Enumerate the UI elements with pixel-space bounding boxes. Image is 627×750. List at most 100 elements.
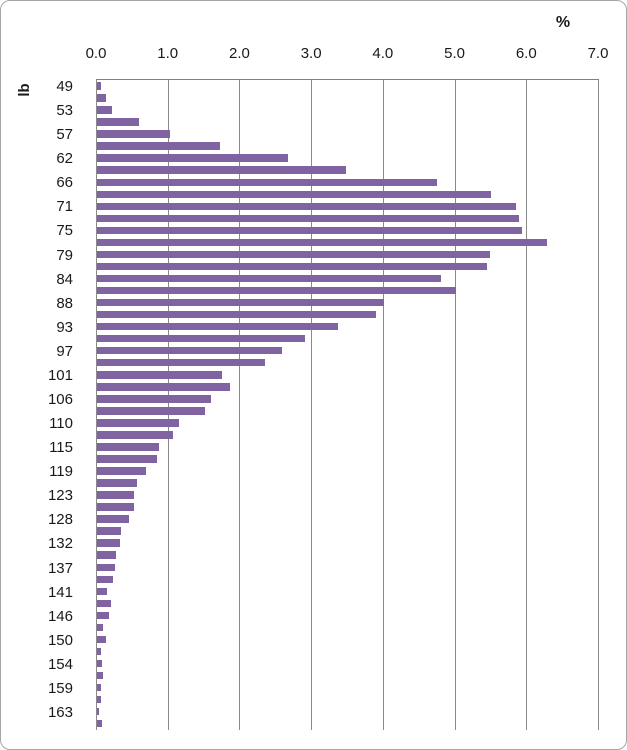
bar-row [97, 477, 599, 489]
bar [97, 515, 129, 523]
bar [97, 479, 138, 487]
bar-row [97, 682, 599, 694]
bar-row [97, 285, 599, 297]
bar [97, 659, 103, 668]
bar-row [97, 658, 599, 670]
bar [97, 262, 488, 271]
x-tick-label: 0.0 [85, 45, 107, 62]
y-tick-label: 146 [47, 607, 73, 625]
y-tick-label: 128 [47, 511, 73, 529]
gridline [239, 80, 241, 730]
bar-row [97, 597, 599, 609]
bar [97, 94, 106, 102]
y-tick-label: 159 [47, 679, 73, 697]
bar-row [97, 369, 599, 381]
bar-row [97, 645, 599, 657]
y-tick-label: 49 [56, 78, 73, 95]
bar-row [97, 260, 599, 272]
bar-row [97, 537, 599, 549]
bar-row [97, 633, 599, 645]
y-tick-label: 137 [47, 559, 73, 577]
y-tick-label: 57 [56, 126, 73, 144]
y-tick-label: 119 [49, 463, 73, 481]
x-tick-label: 3.0 [300, 45, 322, 62]
bar [97, 695, 102, 704]
bar [97, 395, 212, 403]
bar-row [97, 441, 599, 453]
bar-row [97, 465, 599, 477]
y-tick-label: 93 [56, 318, 73, 336]
gridline [382, 80, 384, 730]
bar [97, 455, 158, 463]
bar-row [97, 621, 599, 633]
bar [97, 82, 102, 90]
gridline [167, 80, 169, 730]
bar-row [97, 718, 599, 730]
y-tick-label: 71 [56, 198, 73, 216]
bar-row [97, 140, 599, 152]
bar-row [97, 212, 599, 224]
bar [97, 214, 519, 223]
bar [97, 250, 490, 259]
bar [97, 431, 174, 439]
bar-series [97, 80, 599, 730]
bar-row [97, 609, 599, 621]
bar [97, 298, 384, 307]
y-tick-label: 150 [47, 631, 73, 649]
bar-row [97, 429, 599, 441]
bar-row [97, 513, 599, 525]
bar-row [97, 236, 599, 248]
bar [97, 491, 135, 499]
bar-row [97, 453, 599, 465]
gridline [311, 80, 313, 730]
bar [97, 371, 222, 379]
y-tick-label: 88 [56, 294, 73, 312]
bar-row [97, 152, 599, 164]
bar-row [97, 357, 599, 369]
bar-row [97, 381, 599, 393]
y-tick-label: 106 [47, 391, 73, 409]
bar-row [97, 489, 599, 501]
y-tick-label: 154 [47, 655, 73, 673]
gridline [454, 80, 456, 730]
bar [97, 310, 376, 319]
bar [97, 407, 206, 415]
bar-row [97, 188, 599, 200]
bar-row [97, 309, 599, 321]
y-tick-label: 115 [49, 439, 73, 457]
bar-row [97, 116, 599, 128]
y-tick-label: 84 [56, 270, 73, 288]
gridline [526, 80, 528, 730]
bar [97, 238, 548, 247]
bar [97, 334, 305, 343]
bar-row [97, 525, 599, 537]
bar-row [97, 224, 599, 236]
bar [97, 635, 107, 644]
bar-row [97, 176, 599, 188]
x-tick-label: 6.0 [515, 45, 537, 62]
y-tick-label: 101 [47, 366, 73, 384]
bar-row [97, 393, 599, 405]
bar-row [97, 80, 599, 92]
y-axis-tick-labels: 49 53 57 62 66 71 75 79 84 88 93 97 101 106 110 115 119 1… [1, 79, 73, 729]
bar-row [97, 585, 599, 597]
bar-row [97, 248, 599, 260]
y-tick-label: 66 [56, 174, 73, 192]
bar [97, 611, 110, 620]
y-tick-label: 75 [56, 222, 73, 240]
bar [97, 623, 104, 632]
bar [97, 587, 108, 596]
x-axis-tick-labels: 0.0 1.0 2.0 3.0 4.0 5.0 6.0 7.0 [86, 45, 609, 65]
bar-row [97, 273, 599, 285]
y-tick-label: 110 [49, 415, 73, 433]
bar [97, 563, 115, 572]
bar [97, 130, 171, 138]
bar-row [97, 200, 599, 212]
bar [97, 419, 180, 427]
bar-row [97, 549, 599, 561]
x-tick-label: 4.0 [372, 45, 394, 62]
bar [97, 647, 101, 656]
y-tick-label: 141 [47, 583, 73, 601]
bar-row [97, 92, 599, 104]
